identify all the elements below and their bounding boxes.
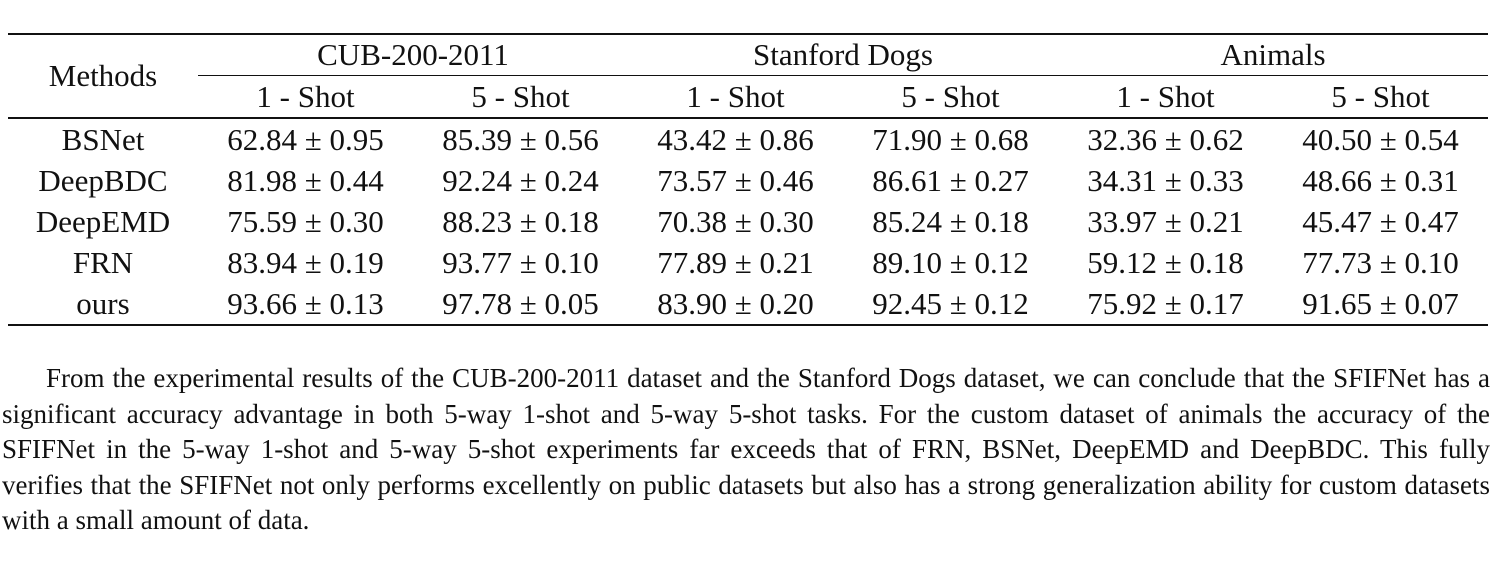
value-cell: 77.89 ± 0.21 [657, 244, 814, 280]
table-row: DeepBDC 81.98 ± 0.44 92.24 ± 0.24 73.57 … [8, 160, 1488, 201]
shot-header: 1 - Shot [628, 75, 843, 119]
value-cell: 81.98 ± 0.44 [227, 162, 384, 198]
value-cell: 91.65 ± 0.07 [1273, 283, 1488, 326]
table-header-row-shots: 1 - Shot 5 - Shot 1 - Shot 5 - Shot 1 - … [8, 75, 1488, 119]
value-cell: 83.90 ± 0.20 [628, 283, 843, 326]
value-cell: 32.36 ± 0.62 [1087, 121, 1244, 157]
method-cell: FRN [72, 244, 134, 280]
value-cell: 85.39 ± 0.56 [442, 121, 599, 157]
table-row: FRN 83.94 ± 0.19 93.77 ± 0.10 77.89 ± 0.… [8, 242, 1488, 283]
value-cell: 59.12 ± 0.18 [1087, 244, 1244, 280]
shot-header: 5 - Shot [1273, 75, 1488, 119]
value-cell: 93.77 ± 0.10 [442, 244, 599, 280]
results-table-container: Methods CUB-200-2011 Stanford Dogs Anima… [8, 33, 1488, 326]
dataset-header-animals: Animals [1058, 33, 1488, 76]
value-cell: 34.31 ± 0.33 [1087, 162, 1244, 198]
table-row: BSNet 62.84 ± 0.95 85.39 ± 0.56 43.42 ± … [8, 118, 1488, 160]
methods-header: Methods [8, 33, 198, 119]
value-cell: 43.42 ± 0.86 [657, 121, 814, 157]
body-paragraph: From the experimental results of the CUB… [2, 363, 1490, 535]
shot-header: 5 - Shot [843, 75, 1058, 119]
value-cell: 88.23 ± 0.18 [442, 203, 599, 239]
table-row: DeepEMD 75.59 ± 0.30 88.23 ± 0.18 70.38 … [8, 201, 1488, 242]
value-cell: 62.84 ± 0.95 [227, 121, 384, 157]
value-cell: 33.97 ± 0.21 [1087, 203, 1244, 239]
value-cell: 40.50 ± 0.54 [1302, 121, 1459, 157]
value-cell: 92.45 ± 0.12 [843, 283, 1058, 326]
value-cell: 86.61 ± 0.27 [872, 162, 1029, 198]
value-cell: 77.73 ± 0.10 [1302, 244, 1459, 280]
dataset-header-stanford-dogs: Stanford Dogs [628, 33, 1058, 76]
shot-header: 5 - Shot [413, 75, 628, 119]
value-cell: 83.94 ± 0.19 [227, 244, 384, 280]
value-cell: 89.10 ± 0.12 [872, 244, 1029, 280]
method-cell: DeepEMD [35, 203, 171, 239]
table-row: ours 93.66 ± 0.13 97.78 ± 0.05 83.90 ± 0… [8, 283, 1488, 326]
results-table: Methods CUB-200-2011 Stanford Dogs Anima… [8, 33, 1488, 326]
value-cell: 75.92 ± 0.17 [1058, 283, 1273, 326]
value-cell: 93.66 ± 0.13 [198, 283, 413, 326]
value-cell: 92.24 ± 0.24 [442, 162, 599, 198]
value-cell: 73.57 ± 0.46 [657, 162, 814, 198]
value-cell: 48.66 ± 0.31 [1302, 162, 1459, 198]
value-cell: 71.90 ± 0.68 [872, 121, 1029, 157]
value-cell: 75.59 ± 0.30 [227, 203, 384, 239]
table-header-row-groups: Methods CUB-200-2011 Stanford Dogs Anima… [8, 33, 1488, 119]
shot-header: 1 - Shot [198, 75, 413, 119]
value-cell: 97.78 ± 0.05 [413, 283, 628, 326]
value-cell: 45.47 ± 0.47 [1302, 203, 1459, 239]
method-cell: DeepBDC [38, 162, 168, 198]
method-cell: ours [8, 283, 198, 326]
value-cell: 85.24 ± 0.18 [872, 203, 1029, 239]
dataset-header-cub: CUB-200-2011 [198, 33, 628, 76]
method-cell: BSNet [61, 121, 145, 157]
shot-header: 1 - Shot [1058, 75, 1273, 119]
value-cell: 70.38 ± 0.30 [657, 203, 814, 239]
